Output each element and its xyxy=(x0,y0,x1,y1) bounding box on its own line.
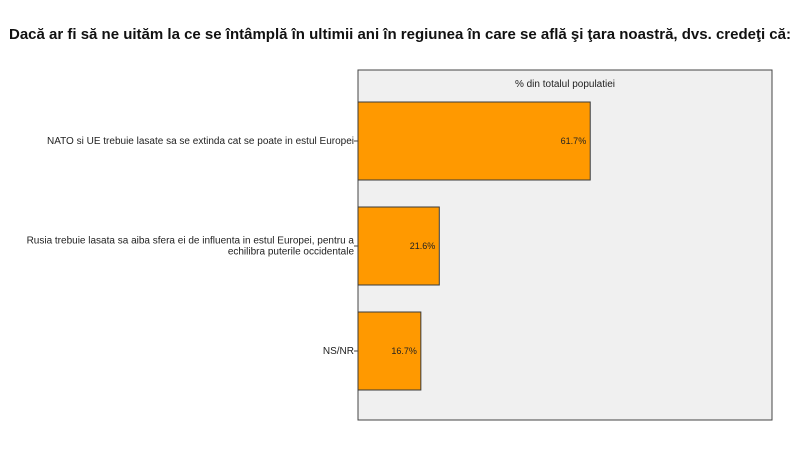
series-header: % din totalul populatiei xyxy=(515,79,615,90)
bar-1 xyxy=(357,101,591,181)
value-label-1: 61.7% xyxy=(561,136,587,146)
category-label-3: NS/NR xyxy=(323,346,354,357)
value-label-2: 21.6% xyxy=(410,241,436,251)
category-label-1: NATO si UE trebuie lasate sa se extinda … xyxy=(47,136,354,147)
category-label-2: Rusia trebuie lasata sa aiba sfera ei de… xyxy=(27,236,355,258)
chart-title: Dacă ar fi să ne uităm la ce se întâmplă… xyxy=(9,26,791,43)
value-label-3: 16.7% xyxy=(391,346,417,356)
bar-3 xyxy=(357,311,422,391)
